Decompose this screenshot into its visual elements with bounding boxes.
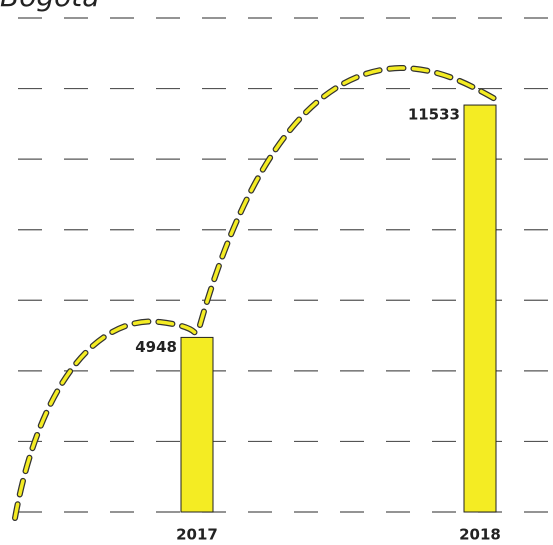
value-label: 11533 [408, 106, 460, 124]
x-tick-label: 2018 [459, 526, 501, 544]
x-tick-label: 2017 [176, 526, 218, 544]
value-label: 4948 [135, 338, 177, 356]
chart-title: Bogota [0, 0, 99, 13]
chart: Bogota 4948 2017 11533 2018 [0, 0, 553, 545]
bar [181, 337, 213, 512]
decoration [15, 68, 497, 518]
bar [464, 105, 496, 512]
